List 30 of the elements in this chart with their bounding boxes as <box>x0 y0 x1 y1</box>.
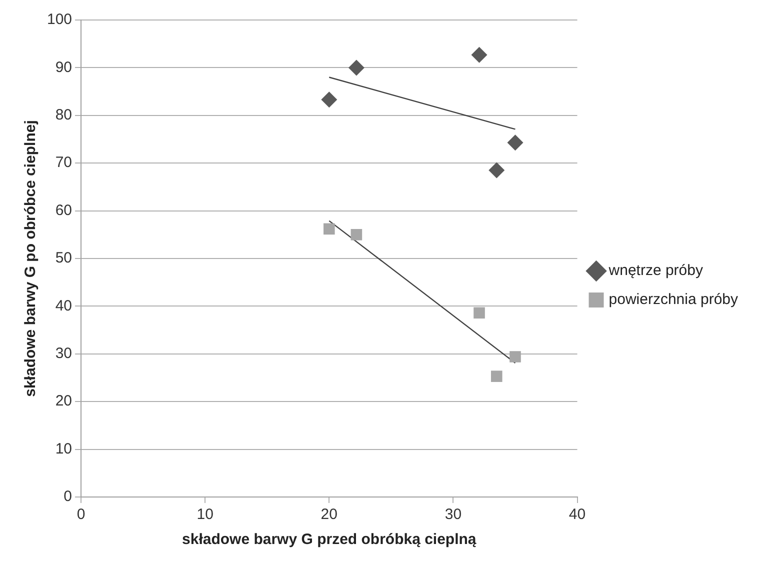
y-tick-label: 60 <box>55 202 72 219</box>
y-tick-label: 70 <box>55 154 72 172</box>
point <box>507 134 524 151</box>
point <box>510 351 521 362</box>
y-tick-label: 50 <box>55 250 72 267</box>
y-tick-label: 100 <box>46 11 72 28</box>
x-tick-label: 0 <box>76 506 86 524</box>
point <box>321 92 338 108</box>
y-tick-label: 10 <box>55 440 72 458</box>
y-tick-label: 90 <box>55 58 72 76</box>
x-tick-label: 20 <box>320 506 338 524</box>
x-tick-label: 30 <box>444 506 462 524</box>
y-tick-label: 20 <box>55 392 72 410</box>
y-tick-label: 30 <box>55 345 72 362</box>
x-tick-label: 10 <box>196 506 214 524</box>
legend-label: powierzchnia próby <box>608 291 738 308</box>
point <box>490 370 502 382</box>
x-tick-label: 40 <box>568 506 586 524</box>
point <box>471 46 488 63</box>
y-tick-label: 80 <box>55 106 72 124</box>
point <box>474 307 485 319</box>
point <box>348 60 364 76</box>
point <box>323 223 335 235</box>
y-axis-title: składowe barwy G po obróbce cieplnej <box>22 120 40 397</box>
y-tick-label: 40 <box>55 297 72 314</box>
point <box>350 228 362 240</box>
x-axis-title: składowe barwy G przed obróbką cieplną <box>182 531 477 548</box>
y-tick-label: 0 <box>64 488 72 506</box>
legend-label: wnętrze próby <box>608 262 704 280</box>
point <box>488 162 505 178</box>
